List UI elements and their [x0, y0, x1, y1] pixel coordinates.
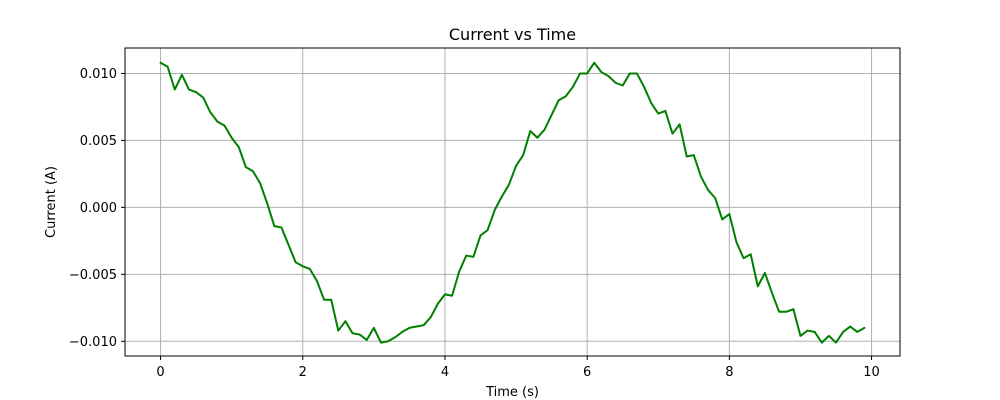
y-tick-label: 0.000 — [80, 201, 117, 216]
y-axis-label: Current (A) — [44, 166, 59, 238]
x-tick-label: 4 — [441, 365, 449, 380]
axes-frame — [124, 47, 901, 357]
y-tick-label: −0.005 — [69, 268, 117, 283]
x-tick-label: 0 — [156, 365, 164, 380]
x-axis-label: Time (s) — [485, 385, 539, 400]
y-tick-label: 0.005 — [80, 134, 117, 149]
chart-title: Current vs Time — [449, 25, 576, 44]
ticks: 0 2 4 6 8 10 0.010 0.005 0.000 −0.005 −0.010 — [69, 67, 880, 380]
series-layer — [159, 61, 866, 344]
x-tick-label: 10 — [863, 365, 880, 380]
x-tick-label: 6 — [583, 365, 591, 380]
y-tick-label: 0.010 — [80, 67, 117, 82]
y-tick-label: −0.010 — [69, 335, 117, 350]
series-line — [159, 61, 866, 344]
x-tick-label: 2 — [299, 365, 307, 380]
x-tick-label: 8 — [725, 365, 733, 380]
grid — [125, 48, 900, 356]
